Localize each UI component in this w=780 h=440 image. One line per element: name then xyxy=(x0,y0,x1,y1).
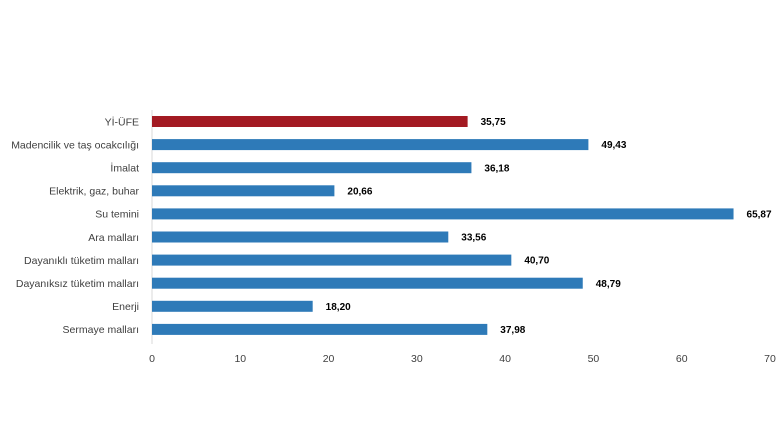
category-label: İmalat xyxy=(110,162,139,175)
category-label: Dayanıksız tüketim malları xyxy=(16,278,139,290)
data-label: 35,75 xyxy=(481,117,506,128)
data-label: 48,79 xyxy=(596,279,621,290)
category-label: Su temini xyxy=(95,209,139,221)
data-label: 36,18 xyxy=(484,163,509,174)
x-tick-label: 0 xyxy=(149,353,155,365)
x-tick-label: 50 xyxy=(588,353,600,365)
category-label: Dayanıklı tüketim malları xyxy=(24,255,139,267)
data-label: 37,98 xyxy=(500,325,525,336)
data-label: 20,66 xyxy=(347,186,372,197)
bar xyxy=(152,300,313,312)
bar xyxy=(152,139,589,151)
x-tick-label: 30 xyxy=(411,353,423,365)
category-label: Ara malları xyxy=(88,232,139,244)
bar xyxy=(152,231,449,243)
x-tick-label: 20 xyxy=(323,353,335,365)
category-label: Sermaye malları xyxy=(63,324,139,336)
bar xyxy=(152,185,335,197)
bar xyxy=(152,254,512,266)
x-tick-label: 40 xyxy=(499,353,511,365)
data-label: 65,87 xyxy=(747,210,772,221)
bar xyxy=(152,323,488,335)
data-label: 49,43 xyxy=(601,140,626,151)
bar xyxy=(152,116,468,127)
category-label: Enerji xyxy=(112,301,139,313)
bar xyxy=(152,162,472,174)
category-label: Madencilik ve taş ocakcılığı xyxy=(11,139,139,151)
data-label: 33,56 xyxy=(461,233,486,244)
bar xyxy=(152,208,734,220)
data-label: 40,70 xyxy=(524,256,549,267)
plot-area: Yİ-ÜFE 35,75 Madencilik ve taş ocakcılığı 4… xyxy=(11,110,776,365)
x-tick-label: 70 xyxy=(764,353,776,365)
x-tick-label: 10 xyxy=(234,353,246,365)
category-label: Elektrik, gaz, buhar xyxy=(49,186,139,198)
x-tick-label: 60 xyxy=(676,353,688,365)
bar xyxy=(152,277,583,289)
category-label: Yİ-ÜFE xyxy=(105,115,139,128)
data-label: 18,20 xyxy=(326,302,351,313)
